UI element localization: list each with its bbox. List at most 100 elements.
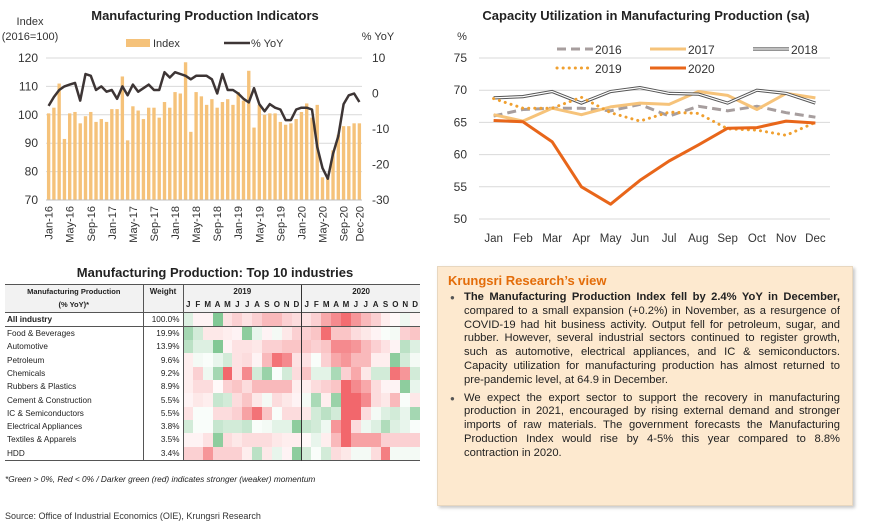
heatmap-cell <box>390 446 401 461</box>
x-tick-label: Sep-18 <box>212 206 224 241</box>
heatmap-cell <box>321 340 332 354</box>
heatmap-cell <box>183 419 193 434</box>
heatmap-cell <box>192 433 203 447</box>
series-line-2019 <box>492 95 817 137</box>
index-bar <box>157 117 161 200</box>
heatmap-cell <box>271 312 282 327</box>
heatmap-cell <box>242 326 253 341</box>
heatmap-cell <box>271 406 282 420</box>
heatmap-cell <box>301 312 312 327</box>
heatmap-cell <box>262 380 272 394</box>
heatmap-cell <box>271 380 282 394</box>
heatmap-cell <box>410 446 421 461</box>
table-row: Electrical Appliances 3.8% <box>5 419 421 434</box>
heatmap-cell <box>291 366 302 381</box>
month-header: O <box>390 298 401 313</box>
heatmap-cell <box>222 353 233 367</box>
y2-tick-label: 10 <box>372 51 386 65</box>
index-bar <box>241 100 246 200</box>
y2-tick-label: -10 <box>372 122 390 136</box>
month-header: N <box>400 298 411 313</box>
heatmap-cell <box>380 393 391 407</box>
index-bar <box>173 92 177 200</box>
heatmap-cell <box>232 406 243 420</box>
month-header: D <box>291 298 302 313</box>
y-tick-label: 110 <box>19 79 38 93</box>
heatmap-cell <box>252 393 262 407</box>
heatmap-cell <box>321 433 332 447</box>
x-tick-label: May-19 <box>254 206 266 243</box>
heatmap-cell <box>262 406 272 420</box>
heatmap-cell <box>291 433 302 447</box>
index-bar <box>110 109 114 200</box>
index-bar <box>125 140 130 200</box>
heatmap-cell <box>222 340 233 354</box>
x-tick-label: May-20 <box>318 206 330 243</box>
y-tick-label: 120 <box>18 51 38 65</box>
heatmap-cell <box>232 380 243 394</box>
x-tick-label: Jun <box>631 233 650 245</box>
y2-tick-label: 0 <box>372 87 379 101</box>
heatmap-cell <box>212 340 223 354</box>
heatmap-cell <box>281 446 292 461</box>
heatmap-cell <box>232 353 243 367</box>
heatmap-cell <box>350 326 361 341</box>
heatmap-cell <box>341 433 351 447</box>
bullet-text: compared to a small expansion (+0.2%) in… <box>464 304 840 386</box>
month-header: M <box>321 298 332 313</box>
chart1-ylabel-line2: (2016=100) <box>2 31 59 43</box>
index-bar <box>68 113 72 200</box>
index-bar <box>115 109 119 200</box>
x-tick-label: Sep-17 <box>149 206 161 241</box>
heatmap-cell <box>410 433 421 447</box>
heatmap-cell <box>360 312 371 327</box>
heatmap-cell <box>202 433 213 447</box>
x-tick-label: Sep-20 <box>339 206 351 241</box>
heatmap-cell <box>281 419 292 434</box>
index-bar <box>168 107 172 200</box>
heatmap-cell <box>380 380 391 394</box>
heatmap-cell <box>291 340 302 354</box>
table-row: Rubbers & Plastics 8.9% <box>5 380 421 394</box>
index-bar <box>320 177 325 200</box>
capacity-utilization-chart: Capacity Utilization in Manufacturing Pr… <box>454 8 830 245</box>
yoy-line <box>47 70 361 180</box>
heatmap-cell <box>341 380 351 394</box>
heatmap-cell <box>321 419 332 434</box>
heatmap-cell <box>390 380 401 394</box>
industry-name: All industry <box>5 312 144 327</box>
x-tick-label: May <box>600 233 622 245</box>
index-bar <box>283 124 288 200</box>
heatmap-cell <box>232 326 243 341</box>
heatmap-cell <box>341 312 351 327</box>
x-tick-label: Jan <box>484 233 503 245</box>
month-header: M <box>222 298 233 313</box>
heatmap-cell <box>212 353 223 367</box>
chart1-legend: Index % YoY <box>126 38 284 50</box>
heatmap-cell <box>370 366 381 381</box>
y-tick-label: 80 <box>25 165 39 179</box>
heatmap-cell <box>350 446 361 461</box>
heatmap-cell <box>341 393 351 407</box>
index-bar <box>347 126 351 200</box>
x-tick-label: Jan-19 <box>233 206 245 240</box>
industry-name: Cement & Construction <box>5 393 144 407</box>
heatmap-cell <box>291 446 302 461</box>
heatmap-cell <box>242 340 253 354</box>
heatmap-cell <box>410 340 421 354</box>
heatmap-cell <box>350 406 361 420</box>
heatmap-cell <box>370 380 381 394</box>
heatmap-cell <box>291 393 302 407</box>
index-bar <box>294 119 298 200</box>
x-tick-label: Sep-19 <box>275 206 287 241</box>
heatmap-cell <box>281 380 292 394</box>
heatmap-cell <box>192 312 203 327</box>
index-bar <box>257 104 261 200</box>
bullet-text: We expect the export sector to support t… <box>464 391 840 459</box>
industry-weight: 5.5% <box>143 393 184 407</box>
heatmap-cell <box>370 340 381 354</box>
heatmap-cell <box>232 419 243 434</box>
legend-label-2020: 2020 <box>688 62 715 76</box>
heatmap-cell <box>410 353 421 367</box>
heatmap-cell <box>183 312 193 327</box>
